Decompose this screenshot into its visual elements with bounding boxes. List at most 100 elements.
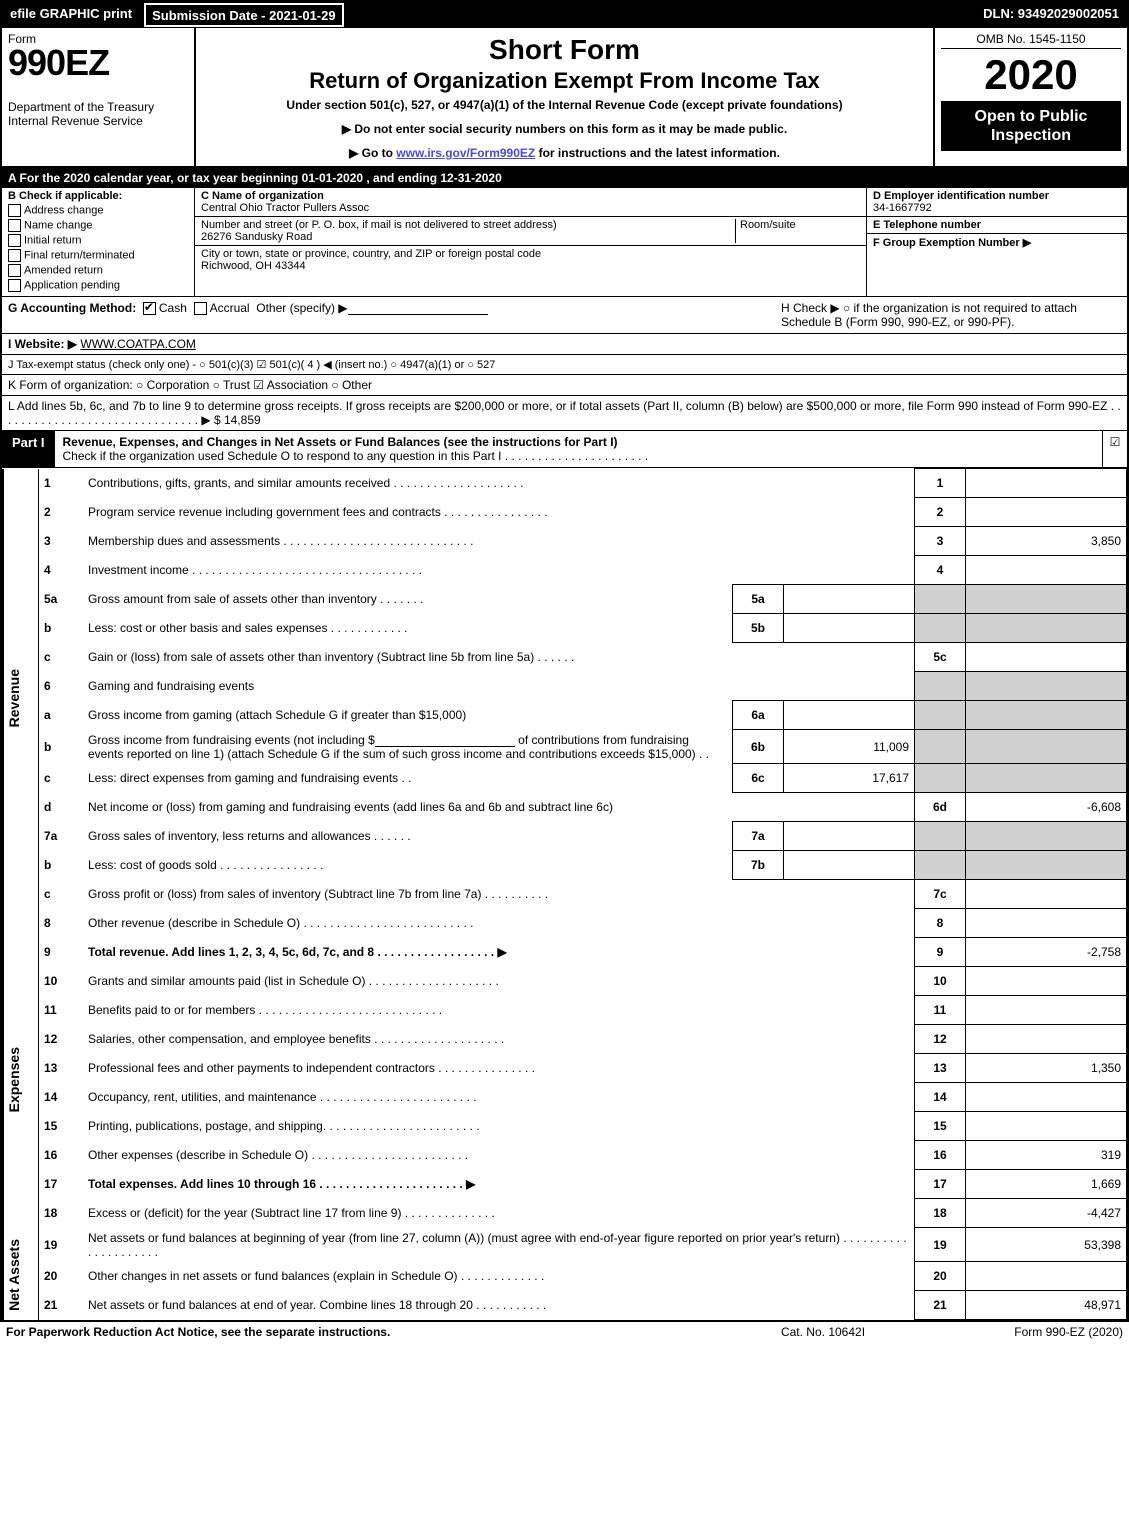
header-center-cell: Short Form Return of Organization Exempt… <box>196 28 933 166</box>
part-1-subtitle: Check if the organization used Schedule … <box>63 449 1094 463</box>
line-4: 4 Investment income . . . . . . . . . . … <box>3 556 1127 585</box>
ein-label: D Employer identification number <box>873 190 1121 202</box>
row-i-website: I Website: ▶ WWW.COATPA.COM <box>2 334 1127 355</box>
form-header: Form 990EZ Department of the Treasury In… <box>2 28 1127 168</box>
line-6b: b Gross income from fundraising events (… <box>3 730 1127 764</box>
line-8-value <box>966 909 1127 938</box>
ssn-warning: ▶ Do not enter social security numbers o… <box>206 122 923 136</box>
org-name-value: Central Ohio Tractor Pullers Assoc <box>201 202 860 214</box>
line-1-value <box>966 469 1127 498</box>
section-c: C Name of organization Central Ohio Trac… <box>195 188 866 296</box>
accrual-label: Accrual <box>210 301 250 315</box>
line-5c-value <box>966 643 1127 672</box>
revenue-side-label: Revenue <box>3 469 39 967</box>
check-application-pending[interactable]: Application pending <box>8 279 188 292</box>
telephone-cell: E Telephone number <box>867 217 1127 234</box>
under-section-subtitle: Under section 501(c), 527, or 4947(a)(1)… <box>206 98 923 112</box>
line-6c-value: 17,617 <box>784 764 915 793</box>
header-left-cell: Form 990EZ Department of the Treasury In… <box>2 28 196 166</box>
line-5c: c Gain or (loss) from sale of assets oth… <box>3 643 1127 672</box>
line-3: 3 Membership dues and assessments . . . … <box>3 527 1127 556</box>
website-value[interactable]: WWW.COATPA.COM <box>80 337 196 351</box>
line-6d: d Net income or (loss) from gaming and f… <box>3 793 1127 822</box>
line-13: 13 Professional fees and other payments … <box>3 1054 1127 1083</box>
open-inspection-box: Open to Public Inspection <box>941 101 1121 151</box>
line-10: Expenses 10 Grants and similar amounts p… <box>3 967 1127 996</box>
topbar-spacer <box>348 2 976 28</box>
part-1-tag: Part I <box>2 431 55 467</box>
part-1-checkbox[interactable]: ☑ <box>1102 431 1127 467</box>
g-label: G Accounting Method: <box>8 301 136 315</box>
line-7c-value <box>966 880 1127 909</box>
section-b-heading: B Check if applicable: <box>8 190 188 202</box>
cash-label: Cash <box>159 301 187 315</box>
row-l-gross-receipts: L Add lines 5b, 6c, and 7b to line 9 to … <box>2 396 1127 431</box>
paperwork-notice: For Paperwork Reduction Act Notice, see … <box>6 1325 723 1339</box>
check-address-change[interactable]: Address change <box>8 204 188 217</box>
check-amended-return[interactable]: Amended return <box>8 264 188 277</box>
line-14-value <box>966 1083 1127 1112</box>
row-g-h: G Accounting Method: Cash Accrual Other … <box>2 297 1127 334</box>
other-specify-input[interactable] <box>348 301 488 315</box>
check-initial-return[interactable]: Initial return <box>8 234 188 247</box>
city-value: Richwood, OH 43344 <box>201 260 860 272</box>
omb-number: OMB No. 1545-1150 <box>941 32 1121 49</box>
line-5a: 5a Gross amount from sale of assets othe… <box>3 585 1127 614</box>
expenses-side-label: Expenses <box>3 967 39 1199</box>
group-exemption-label: F Group Exemption Number ▶ <box>873 236 1121 249</box>
line-2-value <box>966 498 1127 527</box>
cash-checkbox[interactable] <box>143 302 156 315</box>
line-10-value <box>966 967 1127 996</box>
part-1-header: Part I Revenue, Expenses, and Changes in… <box>2 431 1127 468</box>
line-6b-value: 11,009 <box>784 730 915 764</box>
line-8: 8 Other revenue (describe in Schedule O)… <box>3 909 1127 938</box>
line-16-value: 319 <box>966 1141 1127 1170</box>
line-1: Revenue 1 Contributions, gifts, grants, … <box>3 469 1127 498</box>
return-title: Return of Organization Exempt From Incom… <box>206 68 923 94</box>
line-15: 15 Printing, publications, postage, and … <box>3 1112 1127 1141</box>
org-name-label: C Name of organization <box>201 190 324 202</box>
accounting-method: G Accounting Method: Cash Accrual Other … <box>2 297 775 333</box>
line-11: 11 Benefits paid to or for members . . .… <box>3 996 1127 1025</box>
dept-treasury: Department of the Treasury <box>8 100 188 114</box>
line-7b-value <box>784 851 915 880</box>
org-name-cell: C Name of organization Central Ohio Trac… <box>195 188 866 217</box>
line-12: 12 Salaries, other compensation, and emp… <box>3 1025 1127 1054</box>
form-number: 990EZ <box>8 42 188 84</box>
section-b: B Check if applicable: Address change Na… <box>2 188 195 296</box>
line-6a: a Gross income from gaming (attach Sched… <box>3 701 1127 730</box>
line-6d-value: -6,608 <box>966 793 1127 822</box>
part-1-title: Revenue, Expenses, and Changes in Net As… <box>63 435 618 449</box>
line-4-value <box>966 556 1127 585</box>
ein-cell: D Employer identification number 34-1667… <box>867 188 1127 217</box>
addr-label: Number and street (or P. O. box, if mail… <box>201 219 557 231</box>
row-l-amount: $ 14,859 <box>214 413 261 427</box>
irs-link[interactable]: www.irs.gov/Form990EZ <box>396 146 535 160</box>
line-18: Net Assets 18 Excess or (deficit) for th… <box>3 1199 1127 1228</box>
line-5b: b Less: cost or other basis and sales ex… <box>3 614 1127 643</box>
header-right-cell: OMB No. 1545-1150 2020 Open to Public In… <box>933 28 1127 166</box>
line-7a: 7a Gross sales of inventory, less return… <box>3 822 1127 851</box>
check-name-change[interactable]: Name change <box>8 219 188 232</box>
line-9-value: -2,758 <box>966 938 1127 967</box>
city-cell: City or town, state or province, country… <box>195 246 866 274</box>
efile-print-label[interactable]: efile GRAPHIC print <box>2 2 140 28</box>
cat-no: Cat. No. 10642I <box>723 1325 923 1339</box>
line-3-value: 3,850 <box>966 527 1127 556</box>
line-11-value <box>966 996 1127 1025</box>
h-schedule-b: H Check ▶ ○ if the organization is not r… <box>775 297 1127 333</box>
short-form-title: Short Form <box>206 34 923 66</box>
line-7b: b Less: cost of goods sold . . . . . . .… <box>3 851 1127 880</box>
line-15-value <box>966 1112 1127 1141</box>
line-6b-blank[interactable] <box>375 733 515 747</box>
line-7a-value <box>784 822 915 851</box>
accrual-checkbox[interactable] <box>194 302 207 315</box>
line-18-value: -4,427 <box>966 1199 1127 1228</box>
website-label: I Website: ▶ <box>8 337 77 351</box>
section-a-tax-year: A For the 2020 calendar year, or tax yea… <box>2 168 1127 188</box>
irs-label: Internal Revenue Service <box>8 114 188 128</box>
line-6c: c Less: direct expenses from gaming and … <box>3 764 1127 793</box>
line-21: 21 Net assets or fund balances at end of… <box>3 1291 1127 1320</box>
tax-year: 2020 <box>941 51 1121 99</box>
check-final-return[interactable]: Final return/terminated <box>8 249 188 262</box>
